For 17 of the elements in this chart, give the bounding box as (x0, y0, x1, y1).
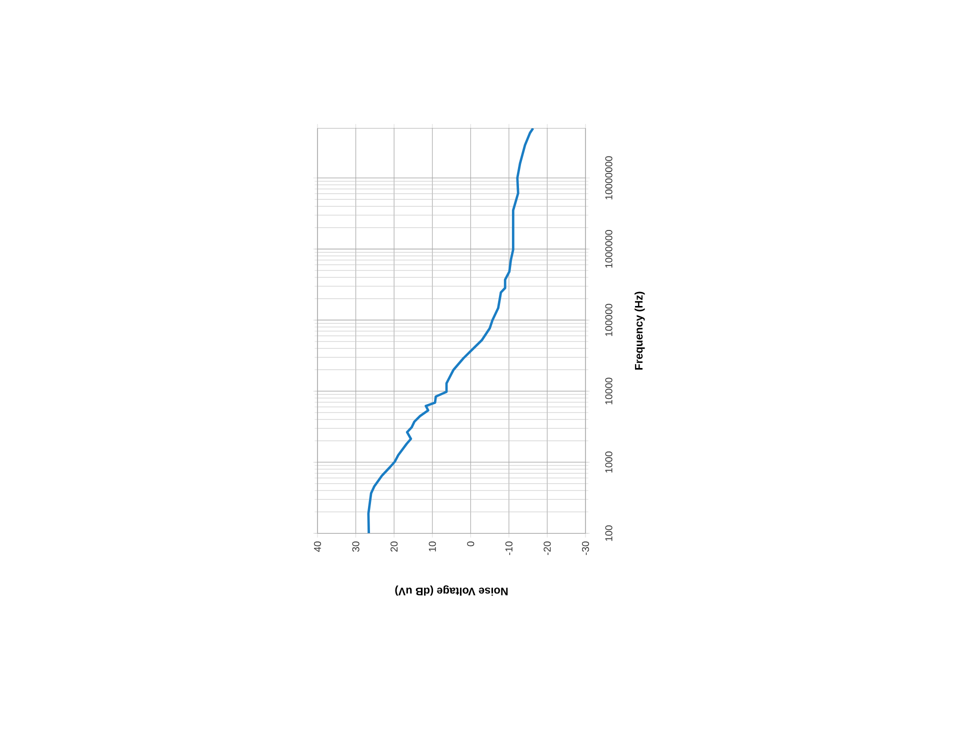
x-tick-label: 20 (390, 541, 398, 552)
y-axis-title: Frequency (Hz) (634, 292, 645, 370)
x-tick-label: 30 (352, 541, 360, 552)
y-tick-label: 10000000 (605, 156, 612, 200)
y-tick-label: 100000 (605, 304, 612, 336)
y-tick-label: 100 (605, 525, 612, 541)
x-tick-label: -30 (582, 541, 590, 556)
x-axis-title: Noise Voltage (dB uV) (395, 585, 508, 596)
y-tick-label: 1000000 (605, 230, 612, 268)
y-tick-label: 10000 (605, 378, 612, 404)
line-series (367, 128, 534, 534)
y-tick-label: 1000 (605, 452, 612, 473)
x-tick-label: -20 (544, 541, 551, 556)
x-tick-label: -10 (505, 541, 512, 556)
x-tick-label: 10 (428, 541, 436, 552)
x-tick-label: 0 (467, 541, 474, 546)
x-tick-label: 40 (314, 541, 322, 552)
